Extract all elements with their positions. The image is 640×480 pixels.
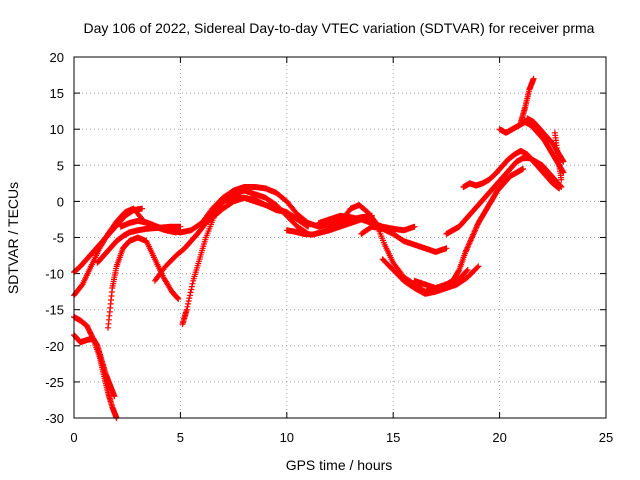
plot-frame	[73, 56, 607, 419]
y-tick-label: -15	[45, 303, 64, 318]
y-tick-label: -10	[45, 267, 64, 282]
series-arc10	[198, 194, 312, 230]
data-point-markers	[411, 165, 526, 291]
data-point-markers	[358, 223, 450, 255]
y-axis-label: SDTVAR / TECUs	[5, 182, 21, 294]
y-tick-label: 15	[50, 86, 64, 101]
data-point-markers	[379, 256, 482, 297]
y-tick-label: 20	[50, 50, 64, 65]
series-arc18	[460, 147, 563, 192]
y-tick-label: -25	[45, 375, 64, 390]
data-point-markers	[198, 194, 312, 230]
data-point-markers	[551, 129, 565, 183]
series-arc15	[379, 256, 482, 297]
y-tick-label: -30	[45, 411, 64, 426]
x-tick-label: 5	[177, 430, 184, 445]
series-arc22	[551, 129, 565, 183]
x-tick-label: 10	[280, 430, 294, 445]
data-point-markers	[517, 75, 537, 125]
data-point-markers	[460, 147, 563, 192]
data-points	[71, 75, 567, 421]
x-tick-label: 15	[386, 430, 400, 445]
x-tick-label: 0	[70, 430, 77, 445]
x-axis-label: GPS time / hours	[286, 457, 393, 473]
y-tick-label: 10	[50, 122, 64, 137]
series-arc20	[517, 75, 537, 125]
y-tick-label: 0	[57, 194, 64, 209]
series-arc14	[358, 223, 450, 255]
series-arc16	[411, 165, 526, 291]
x-tick-label: 20	[492, 430, 506, 445]
y-tick-label: -5	[52, 231, 64, 246]
y-tick-label: 5	[57, 158, 64, 173]
chart-title: Day 106 of 2022, Sidereal Day-to-day VTE…	[84, 20, 595, 36]
x-tick-label: 25	[599, 430, 613, 445]
y-tick-label: -20	[45, 339, 64, 354]
